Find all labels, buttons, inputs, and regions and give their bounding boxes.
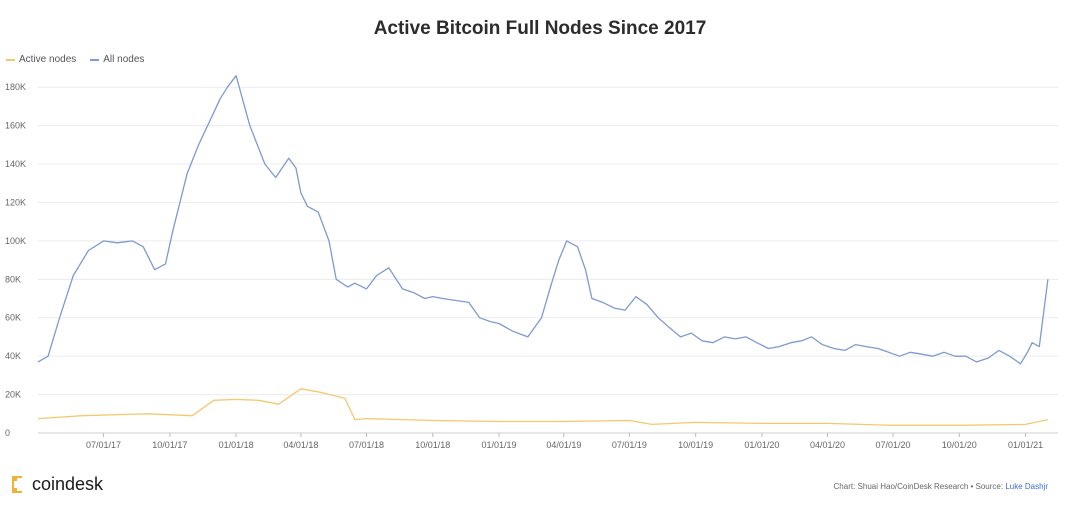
x-tick-label: 04/01/18 [283,440,318,450]
credit-text: Chart: Shuai Hao/CoinDesk Research • Sou… [833,482,1006,491]
x-tick-label: 10/01/20 [942,440,977,450]
y-tick-label: 120K [5,197,26,207]
y-tick-label: 20K [5,390,21,400]
x-tick-label: 10/01/19 [678,440,713,450]
x-tick-label: 01/01/20 [744,440,779,450]
x-tick-label: 04/01/20 [810,440,845,450]
coindesk-brand: coindesk [32,474,104,494]
x-tick-label: 07/01/17 [86,440,121,450]
y-tick-label: 40K [5,351,21,361]
series-line-all-nodes [37,75,1049,365]
credit-source-link[interactable]: Luke Dashjr [1005,482,1048,491]
chart-title: Active Bitcoin Full Nodes Since 2017 [373,18,707,39]
y-tick-label: 80K [5,274,21,284]
x-tick-label: 10/01/17 [152,440,187,450]
x-tick-label: 07/01/18 [349,440,384,450]
chart-legend: Active nodes All nodes [6,54,144,65]
legend-item-active[interactable]: Active nodes [6,54,76,65]
y-tick-label: 140K [5,159,26,169]
coindesk-logo[interactable]: coindesk [12,474,103,495]
x-tick-label: 07/01/19 [612,440,647,450]
chart-credit: Chart: Shuai Hao/CoinDesk Research • Sou… [834,482,1048,491]
legend-label-active: Active nodes [19,54,77,65]
x-tick-label: 04/01/19 [546,440,581,450]
x-tick-label: 01/01/21 [1008,440,1043,450]
y-tick-label: 160K [5,121,26,131]
y-tick-label: 180K [5,82,26,92]
legend-swatch-all [90,58,100,61]
legend-item-all[interactable]: All nodes [90,54,144,65]
x-tick-label: 07/01/20 [876,440,911,450]
y-tick-label: 100K [5,236,26,246]
y-tick-label: 0 [5,428,10,438]
legend-label-all: All nodes [103,54,145,65]
x-tick-label: 01/01/19 [481,440,516,450]
series-line-active-nodes [37,388,1049,426]
x-tick-label: 01/01/18 [219,440,254,450]
legend-swatch-active [6,58,15,61]
coindesk-logo-icon [12,476,27,493]
y-tick-label: 60K [5,313,21,323]
x-tick-label: 10/01/18 [415,440,450,450]
